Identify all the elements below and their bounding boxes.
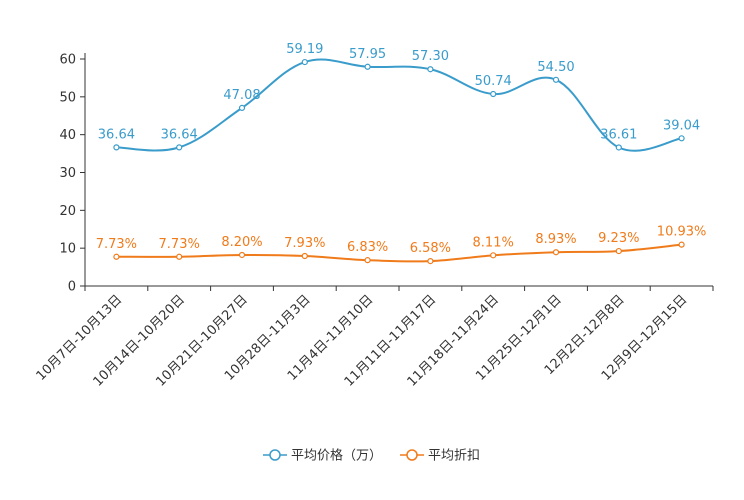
- data-point[interactable]: [238, 251, 246, 259]
- data-point[interactable]: [678, 135, 685, 142]
- data-label: 8.93%: [535, 232, 576, 247]
- data-point[interactable]: [552, 249, 560, 256]
- y-tick-label: 10: [59, 242, 76, 257]
- data-label: 36.64: [98, 127, 135, 142]
- series-1: 7.73% 7.73% 8.20% 7.93% 6.83% 6.58% 8.11% 8.93%…: [96, 225, 707, 265]
- data-label: 47.08: [223, 88, 260, 103]
- data-point[interactable]: [364, 257, 371, 264]
- data-point[interactable]: [113, 144, 120, 151]
- data-label: 10.93%: [657, 225, 707, 240]
- data-label: 6.83%: [347, 240, 388, 255]
- data-point[interactable]: [176, 144, 183, 151]
- data-label: 7.73%: [159, 237, 200, 252]
- data-point[interactable]: [176, 253, 183, 260]
- data-label: 8.11%: [473, 235, 514, 250]
- legend-label: 平均折扣: [428, 449, 480, 464]
- series-line: [116, 58, 682, 152]
- data-label: 54.50: [537, 60, 574, 75]
- series-line: [116, 243, 682, 263]
- data-point[interactable]: [427, 258, 434, 265]
- series-layer: 36.64 36.64 47.08 59.19 57.95 57.30 50.74 54.50…: [96, 42, 707, 265]
- data-point[interactable]: [552, 76, 560, 83]
- data-label: 57.30: [412, 49, 449, 64]
- series-0: 36.64 36.64 47.08 59.19 57.95 57.30 50.74 54.50…: [98, 42, 700, 152]
- data-label: 50.74: [475, 74, 512, 89]
- data-point[interactable]: [238, 104, 246, 111]
- data-point[interactable]: [113, 253, 120, 260]
- data-point[interactable]: [364, 63, 371, 70]
- legend-marker-icon: [406, 449, 418, 461]
- legend-marker-icon: [269, 449, 281, 461]
- y-tick-label: 20: [59, 204, 76, 219]
- data-point[interactable]: [427, 66, 434, 73]
- legend-label: 平均价格（万）: [291, 448, 382, 464]
- data-point[interactable]: [301, 252, 308, 260]
- data-label: 7.93%: [284, 236, 325, 251]
- data-point[interactable]: [490, 90, 497, 98]
- legend[interactable]: 平均价格（万） 平均折扣: [263, 448, 480, 464]
- y-tick-label: 0: [68, 280, 76, 295]
- data-label: 8.20%: [221, 235, 262, 250]
- data-label: 36.61: [600, 127, 637, 142]
- data-label: 36.64: [161, 127, 198, 142]
- data-label: 9.23%: [598, 231, 639, 246]
- axes: 010203040506010月7日-10月13日10月14日-10月20日10…: [34, 53, 714, 390]
- data-point[interactable]: [615, 144, 622, 151]
- data-point[interactable]: [678, 241, 685, 248]
- data-point[interactable]: [301, 58, 308, 66]
- legend-item-0[interactable]: 平均价格（万）: [263, 448, 382, 464]
- y-tick-label: 50: [59, 90, 76, 105]
- data-label: 7.73%: [96, 237, 137, 252]
- data-point[interactable]: [490, 252, 497, 259]
- legend-item-1[interactable]: 平均折扣: [400, 449, 480, 464]
- data-label: 39.04: [663, 118, 700, 133]
- data-label: 6.58%: [410, 241, 451, 256]
- data-label: 57.95: [349, 47, 386, 62]
- data-point[interactable]: [615, 247, 622, 255]
- y-tick-label: 60: [59, 53, 76, 68]
- y-tick-label: 40: [59, 128, 76, 143]
- y-tick-label: 30: [59, 166, 76, 181]
- data-label: 59.19: [286, 42, 323, 57]
